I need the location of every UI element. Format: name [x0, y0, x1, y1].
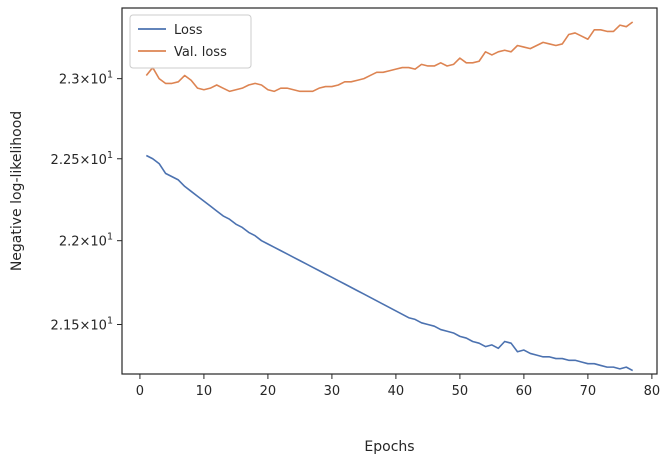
x-tick-label: 80 [644, 384, 661, 399]
legend-label: Val. loss [174, 45, 227, 60]
y-tick-label: 2.3×101 [59, 70, 113, 88]
x-axis-ticks: 0 10 20 30 40 50 60 70 80 [136, 374, 660, 399]
series-line-val-loss [145, 21, 634, 93]
series-line-loss [145, 154, 634, 372]
legend: Loss Val. loss [129, 14, 252, 69]
x-tick-label: 70 [580, 384, 597, 399]
x-tick-label: 0 [136, 384, 144, 399]
x-axis-label: Epochs [364, 439, 414, 455]
x-tick-label: 30 [324, 384, 341, 399]
plot-lines [145, 21, 634, 372]
y-axis-label: Negative log-likelihood [9, 111, 25, 271]
y-axis-ticks: 2.15×101 2.2×101 2.25×101 2.3×101 [51, 70, 122, 333]
y-tick-label: 2.15×101 [51, 315, 113, 333]
x-tick-label: 40 [388, 384, 405, 399]
x-tick-label: 10 [196, 384, 213, 399]
x-tick-label: 20 [260, 384, 277, 399]
x-tick-label: 50 [452, 384, 469, 399]
y-tick-label: 2.25×101 [51, 150, 113, 168]
x-tick-label: 60 [516, 384, 533, 399]
y-tick-label: 2.2×101 [59, 232, 113, 250]
legend-label: Loss [174, 23, 203, 38]
plot-frame [121, 7, 658, 375]
